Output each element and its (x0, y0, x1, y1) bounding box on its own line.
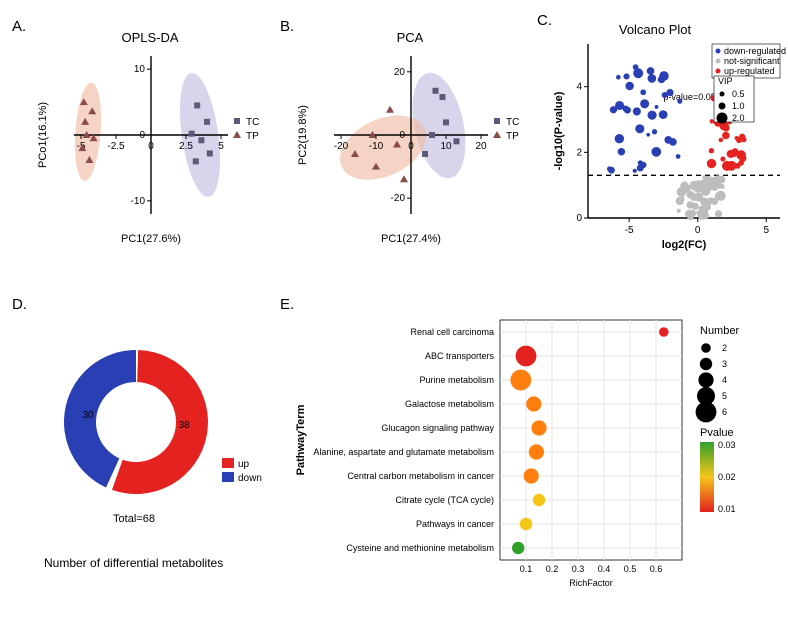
svg-text:Purine metabolism: Purine metabolism (419, 375, 494, 385)
svg-text:RichFactor: RichFactor (569, 578, 613, 588)
svg-text:Number: Number (700, 325, 739, 337)
svg-text:5: 5 (722, 391, 727, 401)
svg-text:-10: -10 (131, 196, 146, 207)
svg-text:Alanine, aspartate and glutama: Alanine, aspartate and glutamate metabol… (313, 447, 494, 457)
svg-text:not-significant: not-significant (724, 56, 780, 66)
svg-text:0.4: 0.4 (598, 564, 611, 574)
svg-text:0.3: 0.3 (572, 564, 585, 574)
svg-text:0: 0 (576, 213, 582, 224)
svg-text:Pathways in cancer: Pathways in cancer (416, 519, 494, 529)
panel-e-chart: 0.1 0.2 0.3 0.4 0.5 0.6 Renal cell carcinoma AB… (290, 312, 782, 592)
panel-a-title: OPLS-DA (70, 30, 230, 45)
svg-text:-20: -20 (391, 193, 406, 204)
svg-text:5: 5 (764, 225, 770, 236)
svg-text:-2.5: -2.5 (107, 141, 125, 152)
svg-text:5: 5 (218, 141, 224, 152)
svg-text:2.0: 2.0 (732, 113, 745, 123)
svg-text:TC: TC (506, 117, 519, 128)
svg-text:-log10(P-value): -log10(P-value) (553, 91, 565, 170)
panel-e-label: E. (280, 296, 294, 313)
svg-text:Cysteine and methionine metabo: Cysteine and methionine metabolism (346, 543, 494, 553)
svg-text:log2(FC): log2(FC) (662, 239, 707, 251)
svg-text:2.5: 2.5 (179, 141, 193, 152)
svg-text:0.2: 0.2 (546, 564, 559, 574)
svg-text:0: 0 (139, 130, 145, 141)
svg-text:0: 0 (148, 141, 154, 152)
svg-text:4: 4 (576, 82, 582, 93)
svg-text:-10: -10 (369, 141, 384, 152)
svg-text:down: down (238, 473, 262, 484)
svg-text:4: 4 (722, 375, 727, 385)
svg-text:PathwayTerm: PathwayTerm (295, 404, 307, 475)
svg-text:0: 0 (695, 225, 701, 236)
svg-text:down-regulated: down-regulated (724, 46, 786, 56)
svg-text:up: up (238, 459, 250, 470)
panel-a-label: A. (12, 18, 26, 35)
svg-text:VIP: VIP (718, 76, 733, 86)
svg-text:0: 0 (408, 141, 414, 152)
svg-text:Glucagon signaling pathway: Glucagon signaling pathway (381, 423, 494, 433)
svg-text:0.1: 0.1 (520, 564, 533, 574)
svg-text:ABC transporters: ABC transporters (425, 351, 495, 361)
svg-text:Pvalue: Pvalue (700, 427, 734, 439)
svg-text:10: 10 (440, 141, 452, 152)
svg-text:TP: TP (246, 131, 259, 142)
svg-text:up-regulated: up-regulated (724, 66, 775, 76)
svg-text:0.5: 0.5 (732, 89, 745, 99)
svg-text:Renal cell carcinoma: Renal cell carcinoma (410, 327, 494, 337)
svg-text:0.01: 0.01 (718, 504, 736, 514)
svg-text:PC2(19.8%): PC2(19.8%) (297, 105, 309, 165)
panel-b-label: B. (280, 18, 294, 35)
svg-text:Central carbon metabolism in c: Central carbon metabolism in cancer (347, 471, 494, 481)
panel-b-title: PCA (330, 30, 490, 45)
svg-text:6: 6 (722, 407, 727, 417)
panel-c-chart: -505024log2(FC)-log10(P-value)p-value=0.… (548, 38, 784, 252)
svg-text:Galactose metabolism: Galactose metabolism (405, 399, 494, 409)
svg-text:PC1(27.6%): PC1(27.6%) (121, 233, 181, 245)
panel-c-label: C. (537, 12, 552, 29)
svg-text:2: 2 (576, 147, 582, 158)
svg-text:0.6: 0.6 (650, 564, 663, 574)
svg-text:TP: TP (506, 131, 519, 142)
svg-text:0.02: 0.02 (718, 472, 736, 482)
svg-text:20: 20 (475, 141, 487, 152)
svg-text:30: 30 (82, 410, 94, 421)
svg-text:Total=68: Total=68 (113, 513, 155, 525)
panel-d-caption: Number of differential metabolites (44, 556, 223, 570)
svg-text:-5: -5 (625, 225, 634, 236)
svg-text:Citrate cycle (TCA cycle): Citrate cycle (TCA cycle) (395, 495, 494, 505)
panel-d-label: D. (12, 296, 27, 313)
svg-text:0.5: 0.5 (624, 564, 637, 574)
svg-text:1.0: 1.0 (732, 101, 745, 111)
svg-text:20: 20 (394, 67, 406, 78)
panel-d-chart: 38 30 Total=68 up down (24, 312, 284, 572)
panel-a-chart: -5-2.502.55-10010PC1(27.6%)PCo1(16.1%)TC… (34, 48, 274, 248)
svg-text:3: 3 (722, 359, 727, 369)
svg-text:TC: TC (246, 117, 259, 128)
svg-text:-20: -20 (334, 141, 349, 152)
panel-c-title: Volcano Plot (575, 22, 735, 37)
panel-b-chart: -20 -10 0 10 20 -20 0 20 PC1(27.4%) PC2(19.8%) TC T… (294, 48, 534, 248)
svg-text:0: 0 (399, 130, 405, 141)
svg-text:0.03: 0.03 (718, 440, 736, 450)
svg-text:PCo1(16.1%): PCo1(16.1%) (37, 102, 49, 168)
svg-text:10: 10 (134, 64, 146, 75)
svg-text:38: 38 (178, 420, 190, 431)
svg-text:PC1(27.4%): PC1(27.4%) (381, 233, 441, 245)
svg-text:2: 2 (722, 343, 727, 353)
